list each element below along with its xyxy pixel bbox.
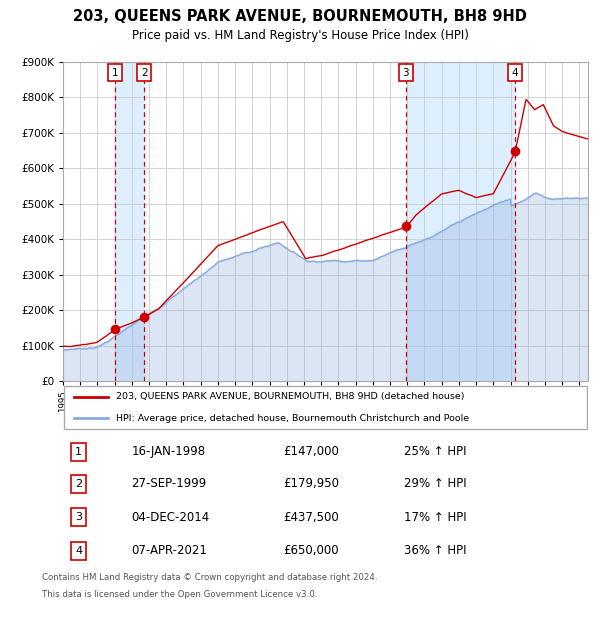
Text: 2: 2 xyxy=(141,68,148,78)
FancyBboxPatch shape xyxy=(64,386,587,429)
Bar xyxy=(115,62,145,381)
Text: 4: 4 xyxy=(75,546,82,556)
Text: 1: 1 xyxy=(112,68,119,78)
Text: 25% ↑ HPI: 25% ↑ HPI xyxy=(404,446,467,459)
Text: 203, QUEENS PARK AVENUE, BOURNEMOUTH, BH8 9HD (detached house): 203, QUEENS PARK AVENUE, BOURNEMOUTH, BH… xyxy=(115,392,464,402)
Text: 4: 4 xyxy=(512,68,518,78)
Bar xyxy=(406,62,515,381)
Text: 3: 3 xyxy=(75,512,82,522)
Text: £179,950: £179,950 xyxy=(284,477,340,490)
Text: £437,500: £437,500 xyxy=(284,511,339,524)
Text: 203, QUEENS PARK AVENUE, BOURNEMOUTH, BH8 9HD: 203, QUEENS PARK AVENUE, BOURNEMOUTH, BH… xyxy=(73,9,527,24)
Text: 1: 1 xyxy=(75,447,82,457)
Text: 07-APR-2021: 07-APR-2021 xyxy=(131,544,207,557)
Text: 27-SEP-1999: 27-SEP-1999 xyxy=(131,477,206,490)
Text: HPI: Average price, detached house, Bournemouth Christchurch and Poole: HPI: Average price, detached house, Bour… xyxy=(115,414,469,423)
Text: This data is licensed under the Open Government Licence v3.0.: This data is licensed under the Open Gov… xyxy=(42,590,317,600)
Text: Contains HM Land Registry data © Crown copyright and database right 2024.: Contains HM Land Registry data © Crown c… xyxy=(42,574,377,583)
Text: 16-JAN-1998: 16-JAN-1998 xyxy=(131,446,205,459)
Text: £147,000: £147,000 xyxy=(284,446,340,459)
Text: 3: 3 xyxy=(403,68,409,78)
Text: 2: 2 xyxy=(75,479,82,489)
Text: Price paid vs. HM Land Registry's House Price Index (HPI): Price paid vs. HM Land Registry's House … xyxy=(131,29,469,42)
Text: 36% ↑ HPI: 36% ↑ HPI xyxy=(404,544,467,557)
Text: 29% ↑ HPI: 29% ↑ HPI xyxy=(404,477,467,490)
Text: 04-DEC-2014: 04-DEC-2014 xyxy=(131,511,209,524)
Text: £650,000: £650,000 xyxy=(284,544,339,557)
Text: 17% ↑ HPI: 17% ↑ HPI xyxy=(404,511,467,524)
